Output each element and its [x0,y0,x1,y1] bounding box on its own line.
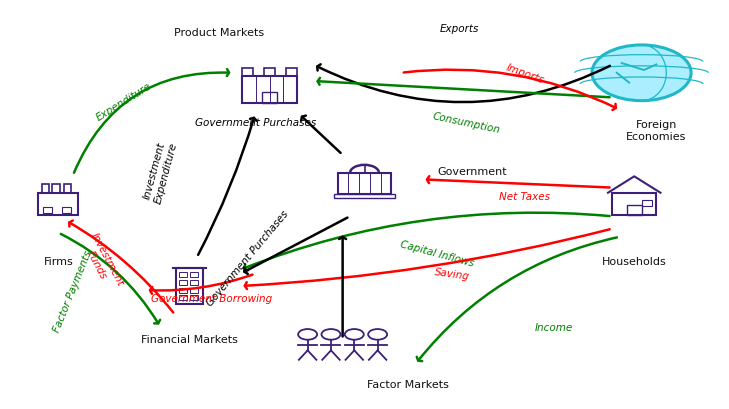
Bar [190,272,198,277]
Text: Factor Markets: Factor Markets [367,380,449,389]
Text: Government: Government [437,167,507,177]
Text: Government Borrowing: Government Borrowing [151,294,272,303]
Bar [265,69,276,77]
Bar [43,207,52,213]
Bar [179,272,187,277]
Text: Foreign
Economies: Foreign Economies [626,120,686,142]
Text: Households: Households [602,257,666,267]
Text: Expenditure: Expenditure [95,81,153,123]
Text: Product Markets: Product Markets [174,28,264,38]
Text: Financial Markets: Financial Markets [141,335,238,344]
Bar [262,93,277,103]
Text: Government Purchases: Government Purchases [205,208,291,307]
Text: Government Purchases: Government Purchases [195,118,316,128]
Text: Investment
Expenditure: Investment Expenditure [141,139,179,205]
Bar [179,296,187,301]
Text: Saving: Saving [434,267,470,281]
Bar [242,77,297,103]
Circle shape [592,46,691,101]
Text: Imports: Imports [504,62,545,85]
Text: Factor Payments: Factor Payments [52,248,94,333]
Text: Investment
Funds: Investment Funds [79,231,125,293]
Bar [190,288,198,293]
Bar [64,184,71,193]
Bar [190,280,198,285]
Bar [642,201,652,207]
Bar [52,184,60,193]
Bar [42,184,49,193]
Text: Exports: Exports [440,24,479,34]
Bar [38,193,79,216]
Text: Consumption: Consumption [432,111,502,135]
Bar [176,268,203,305]
Bar [190,296,198,301]
Text: Firms: Firms [44,257,73,267]
Bar [627,205,642,216]
Text: Income: Income [535,322,573,332]
Bar [62,207,71,213]
Bar [179,280,187,285]
Bar [286,69,297,77]
Bar [612,193,656,216]
Bar [242,69,254,77]
Bar [179,288,187,293]
Bar [338,173,391,195]
Bar [334,195,395,199]
Text: Net Taxes: Net Taxes [499,191,550,201]
Text: Capital Inflows: Capital Inflows [399,239,475,268]
